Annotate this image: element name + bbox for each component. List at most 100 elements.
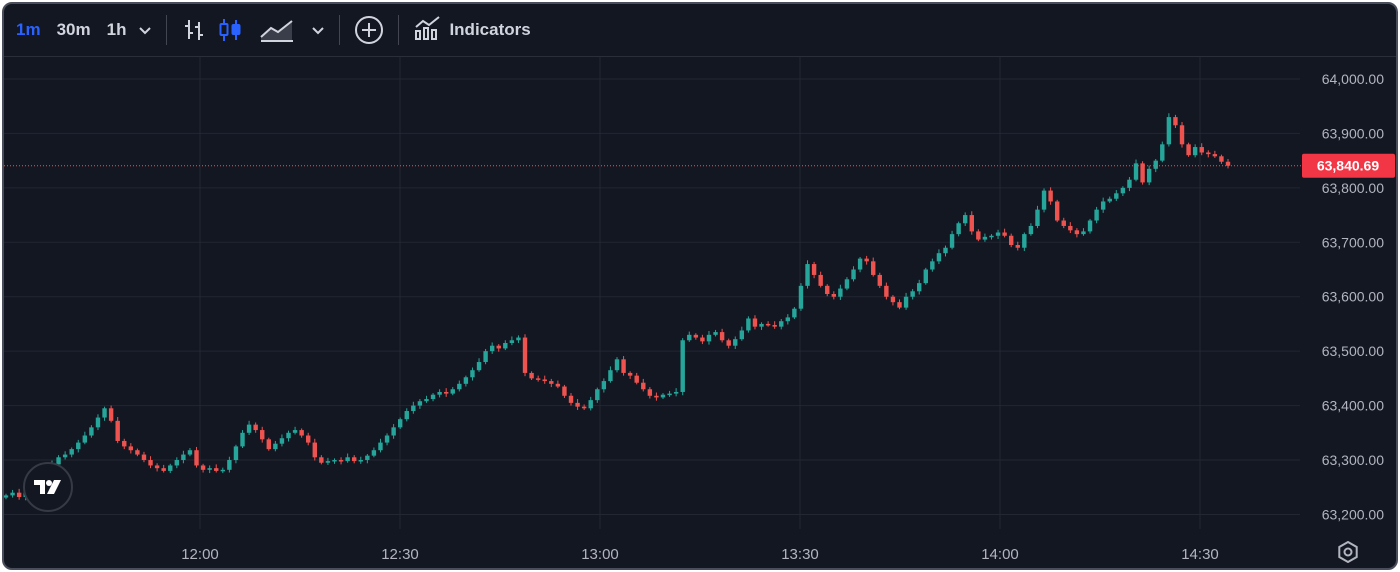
candle: [871, 261, 876, 275]
candle: [831, 293, 837, 297]
timeframe-30m[interactable]: 30m: [56, 20, 91, 39]
candle: [1002, 232, 1007, 236]
candle: [798, 285, 804, 309]
candle: [496, 345, 501, 349]
candle: [319, 457, 324, 463]
y-tick-label: 63,200.00: [1322, 506, 1384, 522]
candle: [312, 442, 317, 458]
candle: [851, 269, 856, 280]
candle: [1022, 234, 1027, 248]
candle: [917, 283, 922, 292]
candle: [417, 401, 423, 406]
candle: [1166, 117, 1172, 145]
candle: [634, 375, 639, 383]
candle: [154, 465, 160, 469]
candle: [141, 454, 147, 461]
candle: [187, 450, 193, 455]
candle: [733, 339, 738, 346]
y-tick-label: 63,700.00: [1322, 234, 1384, 250]
candle: [279, 438, 285, 444]
indicators-icon: [413, 15, 443, 46]
candle: [700, 337, 705, 342]
candle: [102, 408, 107, 418]
candle: [384, 435, 390, 443]
candle: [1028, 225, 1034, 235]
timeframe-1h[interactable]: 1h: [106, 20, 127, 39]
candle: [641, 382, 646, 390]
candle: [69, 449, 74, 455]
candle: [752, 318, 758, 327]
candle: [1140, 163, 1145, 183]
x-tick-label: 13:30: [781, 546, 819, 563]
chart-toolbar: 1m 30m 1h: [4, 4, 1396, 57]
candle: [581, 406, 587, 409]
y-tick-label: 64,000.00: [1322, 71, 1384, 87]
candle: [568, 395, 574, 403]
indicators-label: Indicators: [449, 20, 531, 39]
candle: [555, 383, 561, 387]
bars-chart-type-icon[interactable]: [181, 17, 207, 43]
candle: [1074, 230, 1080, 235]
candle: [273, 443, 278, 450]
candle: [430, 394, 436, 400]
candle: [194, 450, 199, 466]
candle: [621, 359, 626, 373]
candle: [450, 389, 455, 394]
last-price-label: 63,840.69: [1317, 158, 1379, 174]
tradingview-logo[interactable]: [23, 462, 73, 512]
candle: [1146, 168, 1152, 183]
candle: [207, 468, 212, 470]
candle: [706, 334, 712, 342]
candle: [128, 446, 134, 451]
candle: [378, 442, 383, 451]
candle: [115, 420, 120, 441]
candle: [562, 386, 567, 396]
candle: [148, 460, 153, 466]
candle: [1048, 190, 1053, 202]
candle: [1054, 201, 1060, 221]
chart-type-chevron-icon[interactable]: [311, 25, 325, 35]
candle: [811, 264, 817, 275]
candle: [246, 424, 252, 433]
candle: [897, 302, 902, 308]
candle: [168, 465, 173, 471]
candle: [266, 439, 271, 450]
candle: [627, 372, 633, 376]
candle: [509, 340, 515, 343]
candle: [345, 457, 350, 462]
area-chart-type-icon[interactable]: [259, 17, 295, 43]
candle: [306, 435, 311, 443]
candle: [575, 402, 580, 407]
toolbar-divider: [339, 15, 341, 45]
candle: [443, 391, 449, 394]
y-tick-label: 63,800.00: [1322, 180, 1384, 196]
timeframe-dropdown-chevron-icon[interactable]: [138, 25, 152, 35]
candle: [299, 430, 304, 436]
candle: [338, 460, 344, 462]
x-tick-label: 12:00: [181, 546, 219, 563]
candle: [135, 450, 140, 455]
candle: [424, 399, 429, 402]
candle: [857, 258, 863, 270]
candle: [1100, 201, 1106, 210]
candle: [325, 461, 331, 463]
candle: [292, 430, 298, 433]
chart-settings-icon[interactable]: [1337, 540, 1359, 564]
candle: [62, 454, 68, 458]
candle: [1094, 209, 1099, 221]
x-tick-label: 12:30: [381, 546, 419, 563]
candle: [818, 274, 823, 286]
candle: [877, 274, 882, 286]
candle: [542, 379, 547, 382]
candle: [549, 381, 554, 384]
candle: [463, 377, 469, 384]
candle: [995, 232, 1001, 236]
compare-add-icon[interactable]: [354, 15, 384, 45]
toolbar-divider: [166, 15, 168, 45]
candles-chart-type-icon[interactable]: [217, 17, 243, 43]
candle: [522, 337, 528, 373]
timeframe-1m[interactable]: 1m: [16, 20, 41, 39]
x-tick-label: 13:00: [581, 546, 619, 563]
indicators-button[interactable]: Indicators: [413, 15, 531, 46]
price-chart[interactable]: 64,000.00 63,900.00 63,800.00 63,700.00 63,6…: [4, 57, 1396, 568]
